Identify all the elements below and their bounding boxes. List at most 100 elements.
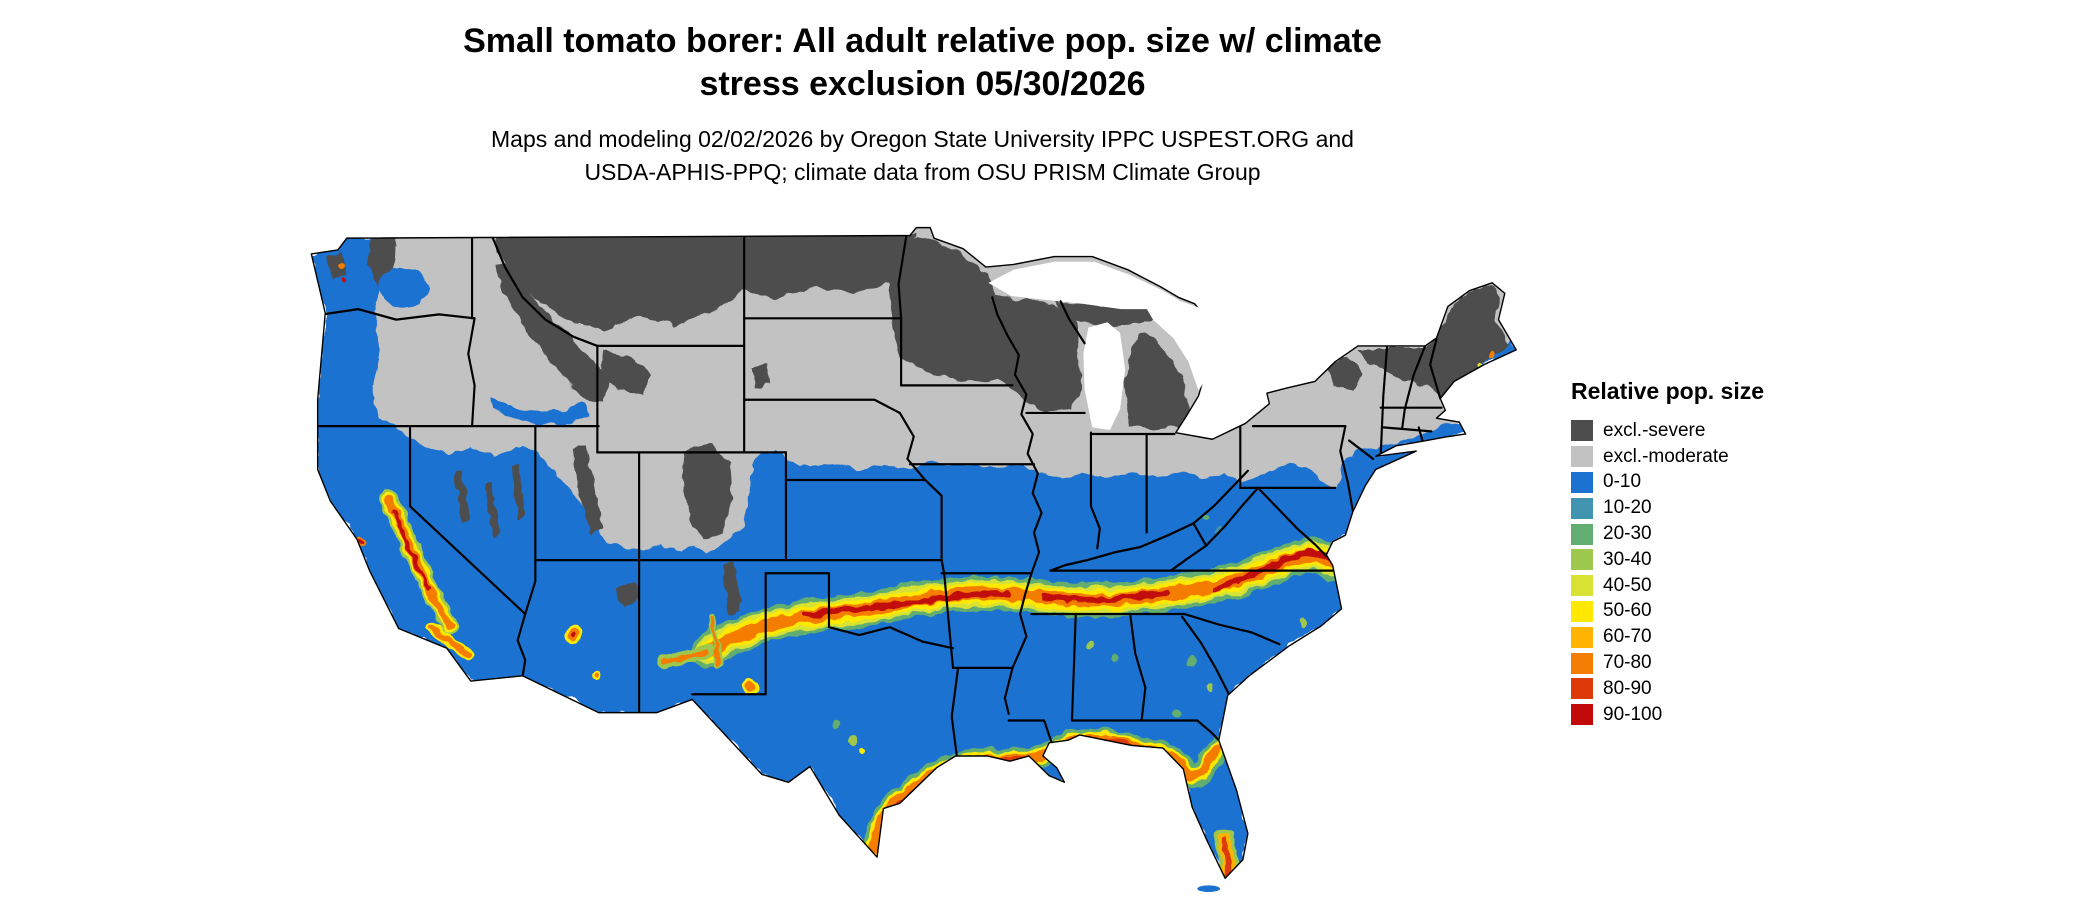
legend-item-label: 80-90 [1603,677,1652,699]
legend-item-label: 50-60 [1603,600,1652,622]
legend-item: 70-80 [1571,650,1764,676]
legend-title: Relative pop. size [1571,378,1765,404]
legend-item: 80-90 [1571,676,1764,702]
legend-swatch [1571,704,1593,726]
map-title-line1: Small tomato borer: All adult relative p… [463,22,1382,60]
excl-severe-region [1325,356,1364,391]
legend-item-label: excl.-severe [1603,419,1706,441]
legend-item: 20-30 [1571,521,1764,547]
state-border-line [1183,612,1281,646]
legend-swatch [1571,549,1593,571]
legend-item-label: 70-80 [1603,652,1652,674]
map-title-line2: stress exclusion 05/30/2026 [699,65,1146,103]
state-border-line [1169,544,1208,572]
legend-item-label: 60-70 [1603,626,1652,648]
state-border-line [1007,719,1053,744]
southeast-speckle [1171,709,1180,718]
sf-bay-hotspot [358,537,364,544]
legend-item-label: excl.-moderate [1603,445,1729,467]
legend-item: 50-60 [1571,599,1764,625]
legend-swatch [1571,575,1593,597]
state-border-line [1382,426,1433,433]
state-border-line [1256,486,1328,558]
state-border-line [1070,719,1220,742]
state-border-line [1070,612,1077,722]
legend-swatch [1571,446,1593,468]
southeast-speckle [1298,617,1307,626]
legend-item: 30-40 [1571,547,1764,573]
raster-layer [311,227,1517,879]
puget-hotspot [338,262,345,270]
columbia-basin-region [378,268,430,308]
great-lakes [988,261,1217,431]
map-credits-line2: USDA-APHIS-PPQ; climate data from OSU PR… [584,159,1261,185]
state-border-line [524,559,537,616]
south-florida-hotspot [1220,836,1232,879]
state-border-line [1192,486,1260,547]
puget-hotspot [341,277,347,283]
legend-item-label: 30-40 [1603,548,1652,570]
state-border-line [743,398,901,415]
excl-severe-region [325,252,347,281]
legend-item-label: 90-100 [1603,703,1663,725]
excl-severe-region [511,464,526,520]
state-border-line [1003,572,1033,716]
lake-huron [1145,301,1217,391]
legend-swatch [1571,678,1593,700]
legend-item-label: 0-10 [1603,471,1642,493]
legend-item: 40-50 [1571,573,1764,599]
legend-item: 10-20 [1571,495,1764,521]
central-hot-band-core [802,590,1011,619]
excl-severe-region [601,351,652,396]
state-border-line [1059,300,1086,345]
legend-swatch [1571,420,1593,442]
tucson-hotspot [593,671,599,678]
southeast-speckle [1111,655,1119,662]
state-border-line [1339,424,1355,513]
maine-coast-speckle [1488,353,1496,360]
legend-item-label: 40-50 [1603,574,1652,596]
us-map [310,226,1517,892]
state-border-line [1429,338,1442,400]
texas-hill-country-speckle [832,719,841,730]
state-borders [316,235,1443,758]
map-header: Small tomato borer: All adult relative p… [300,20,1545,189]
excl-severe-region [494,232,916,331]
low-population-valley-regions [378,268,592,427]
state-border-line [991,296,1043,575]
lake-michigan [1083,322,1126,431]
southeast-speckle [1187,657,1195,666]
legend-item: excl.-severe [1571,418,1764,444]
legend-items: excl.-severe excl.-moderate 0-10 10-20 20-30… [1571,418,1764,728]
state-border-line [467,317,476,428]
state-border-line [1129,612,1147,722]
lake-superior [988,261,1181,310]
state-border-line [1049,469,1249,572]
phoenix-hotspot [570,632,576,638]
excl-severe-region [368,235,397,294]
excl-severe-region [887,238,1083,412]
texas-hill-country-speckle [846,734,857,746]
florida-keys [1197,885,1221,892]
california-central-valley-band [391,509,431,590]
legend-swatch [1571,523,1593,545]
state-border-line [1401,344,1427,429]
socal-coast-band [428,624,473,657]
texas-hill-country-speckle [858,747,866,754]
west-texas-band-tail [661,648,710,664]
rio-grande-band [710,614,721,666]
southeast-speckle [1086,642,1093,649]
legend-swatch [1571,497,1593,519]
excl-severe-region [750,361,771,388]
state-border-line [491,235,599,348]
state-border-line [950,666,960,758]
map-credits-line1: Maps and modeling 02/02/2026 by Oregon S… [491,126,1354,152]
pecos-hotspot [746,683,755,693]
excl-severe-region [484,479,500,538]
legend-item: 60-70 [1571,624,1764,650]
state-border-line [764,572,955,650]
map-credits: Maps and modeling 02/02/2026 by Oregon S… [300,123,1545,189]
excl-severe-region [454,469,470,525]
state-border-line [1089,431,1101,550]
legend-swatch [1571,471,1593,493]
